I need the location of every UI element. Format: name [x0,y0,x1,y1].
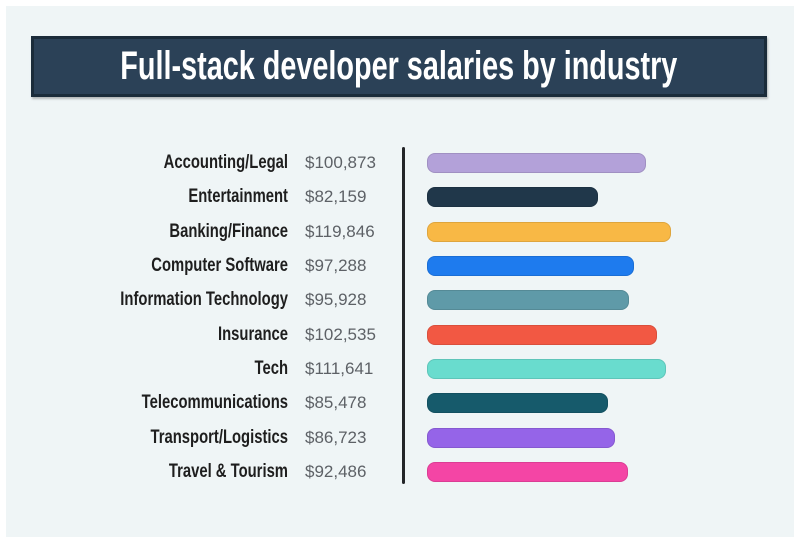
bar [427,187,598,208]
row-value: $86,723 [305,427,367,447]
row-value: $100,873 [305,153,376,173]
chart-row: Computer Software $97,288 [6,249,794,283]
bar [427,462,628,483]
bar [427,221,671,242]
row-value: $102,535 [305,324,376,344]
page-title: Full-stack developer salaries by industr… [120,44,678,88]
chart-row: Accounting/Legal $100,873 [6,146,794,180]
row-label: Telecommunications [141,392,288,414]
chart-row: Information Technology $95,928 [6,283,794,317]
row-label: Entertainment [188,186,288,208]
row-value: $119,846 [305,221,375,241]
row-value: $82,159 [305,187,367,207]
row-label: Computer Software [151,255,288,277]
axis-line [402,147,405,484]
chart-row: Banking/Finance $119,846 [6,215,794,249]
row-value: $85,478 [305,393,367,413]
row-label: Travel & Tourism [168,461,288,483]
row-label: Information Technology [120,289,288,311]
row-value: $95,928 [305,290,367,310]
chart-row: Telecommunications $85,478 [6,386,794,420]
chart-row: Transport/Logistics $86,723 [6,421,794,455]
row-value: $111,641 [305,359,374,379]
row-label: Tech [254,358,288,380]
bar [427,427,615,448]
bar [427,153,646,174]
title-banner: Full-stack developer salaries by industr… [31,36,767,97]
bar [427,256,634,277]
chart-row: Tech $111,641 [6,352,794,386]
bar [427,393,608,414]
bar-chart: Accounting/Legal $100,873 Entertainment … [6,146,794,489]
row-label: Insurance [217,323,288,345]
row-value: $97,288 [305,256,367,276]
bar [427,324,657,345]
chart-row: Insurance $102,535 [6,318,794,352]
chart-rows: Accounting/Legal $100,873 Entertainment … [6,146,794,489]
row-label: Accounting/Legal [163,152,288,174]
chart-row: Entertainment $82,159 [6,180,794,214]
row-label: Transport/Logistics [150,426,288,448]
row-label: Banking/Finance [169,220,288,242]
bar [427,359,666,380]
bar [427,290,629,311]
row-value: $92,486 [305,462,367,482]
chart-row: Travel & Tourism $92,486 [6,455,794,489]
